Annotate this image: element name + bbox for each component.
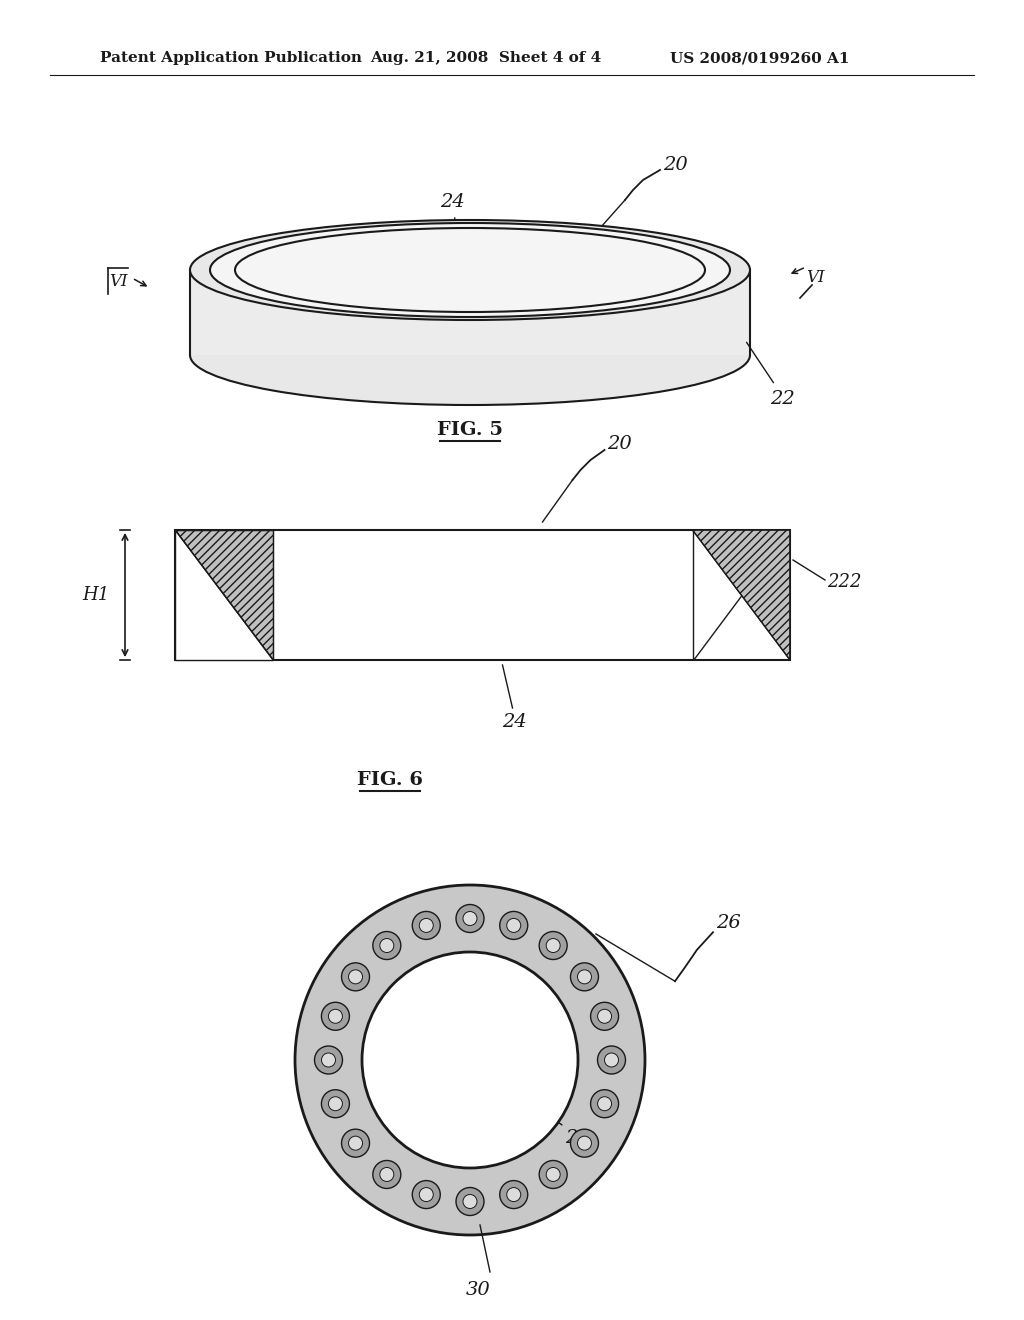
Circle shape [463,1195,477,1209]
Text: 30: 30 [466,1280,490,1299]
Circle shape [419,1188,433,1201]
Circle shape [322,1002,349,1031]
Text: H1: H1 [83,586,110,605]
Circle shape [570,1129,598,1158]
Circle shape [591,1002,618,1031]
Text: FIG. 5: FIG. 5 [437,421,503,440]
Circle shape [570,962,598,991]
Text: 222: 222 [827,573,861,591]
Circle shape [500,1180,527,1209]
Circle shape [322,1090,349,1118]
Text: US 2008/0199260 A1: US 2008/0199260 A1 [670,51,850,65]
Ellipse shape [234,228,705,312]
Text: 26: 26 [716,915,740,932]
Circle shape [604,1053,618,1067]
Text: Patent Application Publication: Patent Application Publication [100,51,362,65]
Polygon shape [692,531,790,660]
Circle shape [329,1010,342,1023]
Circle shape [463,912,477,925]
Circle shape [362,952,578,1168]
Text: 24: 24 [439,193,464,211]
Circle shape [500,911,527,940]
Polygon shape [175,531,272,660]
Text: 20: 20 [663,156,688,174]
Circle shape [546,1167,560,1181]
Circle shape [456,904,484,932]
Text: 28: 28 [565,1129,590,1147]
Circle shape [591,1090,618,1118]
Ellipse shape [190,220,750,319]
Circle shape [322,1053,336,1067]
Circle shape [342,1129,370,1158]
Circle shape [598,1097,611,1110]
Text: VI: VI [109,273,127,290]
Bar [175,531,790,660]
Circle shape [546,939,560,953]
Circle shape [598,1010,611,1023]
Circle shape [419,919,433,932]
Text: 22: 22 [770,389,795,408]
Circle shape [342,962,370,991]
Circle shape [578,970,592,983]
Circle shape [540,932,567,960]
Circle shape [507,919,521,932]
Circle shape [597,1045,626,1074]
Ellipse shape [210,223,730,317]
Circle shape [373,1160,400,1188]
Polygon shape [692,531,790,660]
Polygon shape [190,271,750,355]
Circle shape [329,1097,342,1110]
Text: 20: 20 [607,436,632,453]
Circle shape [578,1137,592,1150]
Circle shape [540,1160,567,1188]
Text: 24: 24 [502,713,527,731]
Circle shape [348,970,362,983]
Circle shape [295,884,645,1236]
Circle shape [380,939,394,953]
Circle shape [380,1167,394,1181]
Polygon shape [175,531,272,660]
Circle shape [507,1188,521,1201]
Circle shape [314,1045,342,1074]
Circle shape [348,1137,362,1150]
Circle shape [413,911,440,940]
Circle shape [413,1180,440,1209]
Text: FIG. 6: FIG. 6 [357,771,423,789]
Text: Aug. 21, 2008  Sheet 4 of 4: Aug. 21, 2008 Sheet 4 of 4 [370,51,601,65]
Ellipse shape [190,305,750,405]
Circle shape [456,1188,484,1216]
Text: VI: VI [806,269,824,286]
Circle shape [373,932,400,960]
